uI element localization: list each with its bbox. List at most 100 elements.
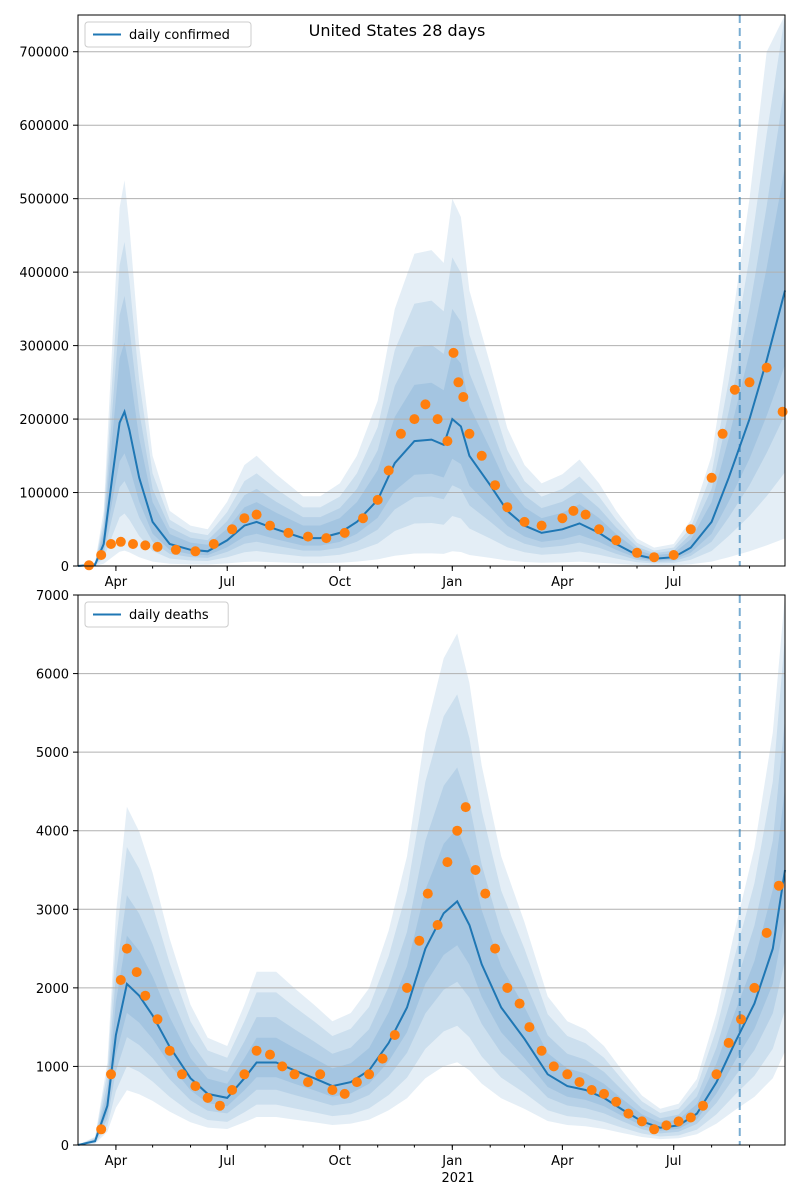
confirmed-observed-point-6 — [152, 541, 163, 552]
confirmed-observed-point-34 — [536, 520, 547, 531]
deaths-observed-point-38 — [524, 1022, 535, 1033]
deaths-observed-point-57 — [761, 927, 772, 938]
confirmed-observed-point-24 — [432, 414, 443, 425]
confirmed-panel: 0 100000 200000 300000 400000 500000 600000 700… — [19, 14, 788, 590]
confirmed-observed-point-4 — [128, 539, 138, 549]
confirmed-observed-point-29 — [464, 428, 475, 439]
confirmed-observed-point-43 — [685, 524, 696, 535]
deaths-xtick-label-4: Apr — [551, 1154, 574, 1169]
deaths-observed-point-56 — [749, 982, 760, 993]
confirmed-observed-point-18 — [358, 513, 368, 524]
deaths-observed-point-22 — [351, 1077, 362, 1088]
confirmed-ytick-label-0: 0 — [61, 560, 69, 575]
deaths-ytick-label-4: 4000 — [36, 825, 69, 840]
confirmed-observed-point-19 — [372, 494, 383, 505]
deaths-observed-point-2 — [115, 975, 126, 985]
confirmed-observed-point-37 — [580, 509, 591, 520]
deaths-observed-point-29 — [432, 920, 443, 930]
confirmed-observed-point-33 — [519, 516, 530, 527]
deaths-observed-point-42 — [574, 1077, 585, 1088]
deaths-observed-point-46 — [623, 1108, 634, 1119]
confirmed-observed-point-22 — [409, 414, 420, 425]
deaths-ytick-label-6: 6000 — [36, 668, 69, 683]
deaths-xtick-label-1: Jul — [218, 1154, 235, 1169]
confirmed-observed-point-30 — [476, 450, 487, 461]
confirmed-observed-point-25 — [442, 436, 453, 447]
deaths-observed-point-51 — [685, 1112, 696, 1123]
deaths-xtick-label-0: Apr — [105, 1154, 128, 1169]
confirmed-observed-point-40 — [632, 547, 642, 558]
confirmed-observed-point-38 — [594, 524, 605, 535]
deaths-observed-point-45 — [611, 1096, 622, 1107]
deaths-observed-point-11 — [214, 1100, 225, 1111]
deaths-observed-point-53 — [711, 1069, 722, 1080]
confirmed-ytick-label-1: 100000 — [19, 487, 69, 502]
deaths-observed-point-50 — [673, 1116, 684, 1127]
confirmed-observed-point-21 — [395, 428, 406, 439]
confirmed-ytick-label-4: 400000 — [19, 266, 69, 281]
deaths-observed-point-43 — [586, 1085, 597, 1095]
confirmed-observed-point-11 — [239, 513, 250, 524]
confirmed-xtick-label-3: Jan — [441, 575, 462, 590]
confirmed-observed-point-14 — [283, 527, 294, 538]
deaths-uncertainty-bands — [78, 595, 785, 1145]
deaths-ytick-label-2: 2000 — [36, 982, 69, 997]
confirmed-observed-point-16 — [321, 533, 332, 544]
deaths-observed-point-20 — [327, 1085, 338, 1095]
confirmed-observed-point-2 — [106, 539, 116, 549]
chart-title: United States 28 days — [309, 21, 486, 40]
confirmed-ytick-label-2: 200000 — [19, 413, 69, 428]
deaths-xtick-label-5: Jul — [665, 1154, 682, 1169]
confirmed-band-2 — [78, 83, 785, 567]
deaths-observed-point-10 — [202, 1092, 213, 1103]
deaths-observed-point-47 — [636, 1116, 647, 1127]
deaths-observed-point-7 — [164, 1045, 175, 1056]
deaths-observed-point-34 — [480, 888, 491, 899]
confirmed-observed-point-31 — [490, 480, 501, 491]
confirmed-observed-point-12 — [251, 509, 262, 520]
confirmed-ytick-label-5: 500000 — [19, 193, 69, 208]
confirmed-observed-point-48 — [761, 362, 772, 373]
deaths-observed-point-52 — [698, 1100, 708, 1111]
confirmed-observed-point-5 — [140, 540, 151, 551]
deaths-band-0 — [78, 595, 785, 1145]
confirmed-band-0 — [78, 15, 785, 566]
confirmed-legend-label: daily confirmed — [129, 28, 230, 43]
deaths-ytick-label-3: 3000 — [36, 903, 69, 918]
deaths-xtick-label-2: Oct — [329, 1154, 351, 1169]
confirmed-observed-point-17 — [339, 527, 350, 538]
deaths-observed-point-33 — [470, 865, 481, 875]
confirmed-observed-point-13 — [265, 520, 275, 531]
deaths-observed-point-6 — [152, 1014, 163, 1025]
deaths-observed-point-5 — [140, 990, 151, 1001]
deaths-observed-point-48 — [649, 1124, 660, 1135]
deaths-observed-point-44 — [599, 1088, 609, 1099]
deaths-observed-point-54 — [723, 1037, 734, 1048]
deaths-observed-point-18 — [303, 1077, 313, 1088]
confirmed-observed-point-39 — [611, 535, 622, 546]
confirmed-observed-point-28 — [458, 392, 469, 402]
deaths-legend-box — [84, 601, 229, 628]
deaths-panel: 0 1000 2000 3000 4000 5000 6000 7000 Apr Jul Oct J… — [36, 589, 786, 1186]
deaths-observed-point-27 — [414, 935, 425, 946]
deaths-observed-point-8 — [177, 1069, 187, 1080]
confirmed-observed-point-15 — [303, 531, 313, 542]
deaths-band-2 — [78, 718, 785, 1145]
deaths-observed-point-31 — [452, 825, 463, 836]
deaths-observed-point-25 — [389, 1030, 400, 1040]
deaths-observed-point-21 — [339, 1088, 350, 1099]
confirmed-legend-box — [84, 21, 252, 48]
deaths-observed-point-1 — [106, 1069, 116, 1080]
deaths-observed-point-3 — [121, 943, 132, 954]
confirmed-observed-point-41 — [649, 552, 660, 563]
deaths-observed-point-16 — [277, 1061, 288, 1072]
confirmed-observed-point-20 — [383, 465, 394, 476]
confirmed-observed-point-27 — [453, 377, 464, 388]
deaths-ytick-label-0: 0 — [61, 1139, 69, 1154]
deaths-observed-point-36 — [502, 982, 513, 993]
deaths-observed-point-24 — [377, 1053, 388, 1064]
confirmed-legend: daily confirmed — [84, 21, 252, 48]
confirmed-x-ticks: Apr Jul Oct Jan Apr Jul — [105, 566, 751, 590]
confirmed-observed-point-35 — [557, 513, 568, 524]
deaths-axes-frame — [77, 594, 786, 1146]
